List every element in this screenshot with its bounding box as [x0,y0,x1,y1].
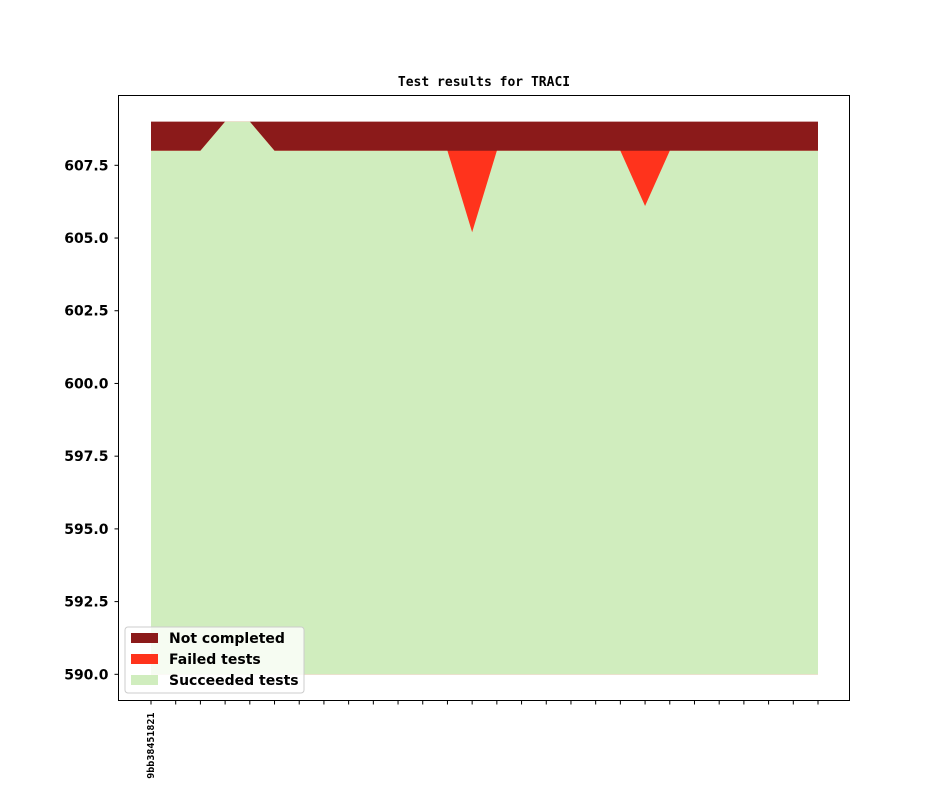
legend-swatch-succeeded-tests [131,675,158,685]
y-tick-label: 602.5 [64,304,108,320]
y-tick-label: 600.0 [64,376,109,392]
legend-swatch-failed-tests [131,654,158,664]
y-axis: 590.0 592.5 595.0 597.5 600.0 602.5 605.0 607.5 [64,158,119,683]
chart-title: Test results for TRACI [398,75,570,90]
legend-label-not-completed: Not completed [169,631,285,647]
x-axis: 9bb38451821 [146,700,819,779]
legend: Not completed Failed tests Succeeded tests [124,626,305,694]
legend-box [124,626,305,694]
legend-label-succeeded-tests: Succeeded tests [169,673,299,689]
y-tick-label: 597.5 [64,449,108,465]
legend-label-failed-tests: Failed tests [169,652,261,668]
legend-swatch-not-completed [131,633,158,643]
y-tick-label: 607.5 [64,158,108,174]
y-tick-label: 590.0 [64,667,109,683]
y-tick-label: 595.0 [64,522,109,538]
y-tick-label: 605.0 [64,231,109,247]
x-tick-label: 9bb38451821 [146,713,157,779]
plot-areas [151,121,818,675]
y-tick-label: 592.5 [64,595,108,611]
area-succeeded-tests [151,121,818,675]
plot-frame [118,95,850,701]
